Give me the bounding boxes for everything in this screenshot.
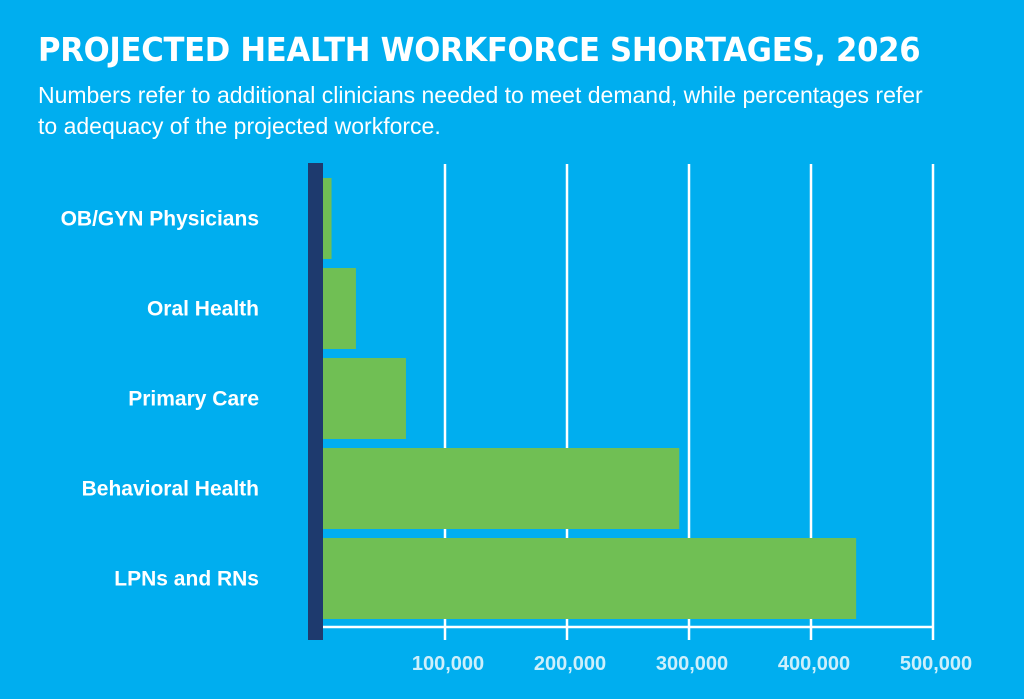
category-label: Behavioral Health (82, 478, 259, 501)
x-tick-label: 500,000 (900, 653, 972, 675)
x-tick-labels: 100,000 200,000 300,000 400,000 500,000 (412, 653, 972, 675)
chart-subtitle: Numbers refer to additional clinicians n… (38, 82, 923, 139)
category-labels: OB/GYN Physicians Oral Health Primary Care… (61, 208, 259, 591)
bar-lpns-and-rns (323, 538, 857, 619)
bar-oral-health (323, 268, 356, 349)
category-label: LPNs and RNs (114, 568, 259, 591)
bars (323, 178, 857, 619)
chart-title: PROJECTED HEALTH WORKFORCE SHORTAGES, 20… (38, 30, 921, 69)
category-label: OB/GYN Physicians (61, 208, 259, 231)
x-tick-label: 100,000 (412, 653, 484, 675)
bar-primary-care (323, 358, 406, 439)
category-label: Primary Care (128, 388, 259, 411)
x-tick-label: 400,000 (778, 653, 850, 675)
y-axis-baseline (308, 163, 323, 640)
x-tick-label: 200,000 (534, 653, 606, 675)
x-axis (308, 163, 933, 640)
bar-ob-gyn-physicians (323, 178, 332, 259)
x-tick-label: 300,000 (656, 653, 728, 675)
category-label: Oral Health (147, 298, 259, 321)
bar-behavioral-health (323, 448, 680, 529)
